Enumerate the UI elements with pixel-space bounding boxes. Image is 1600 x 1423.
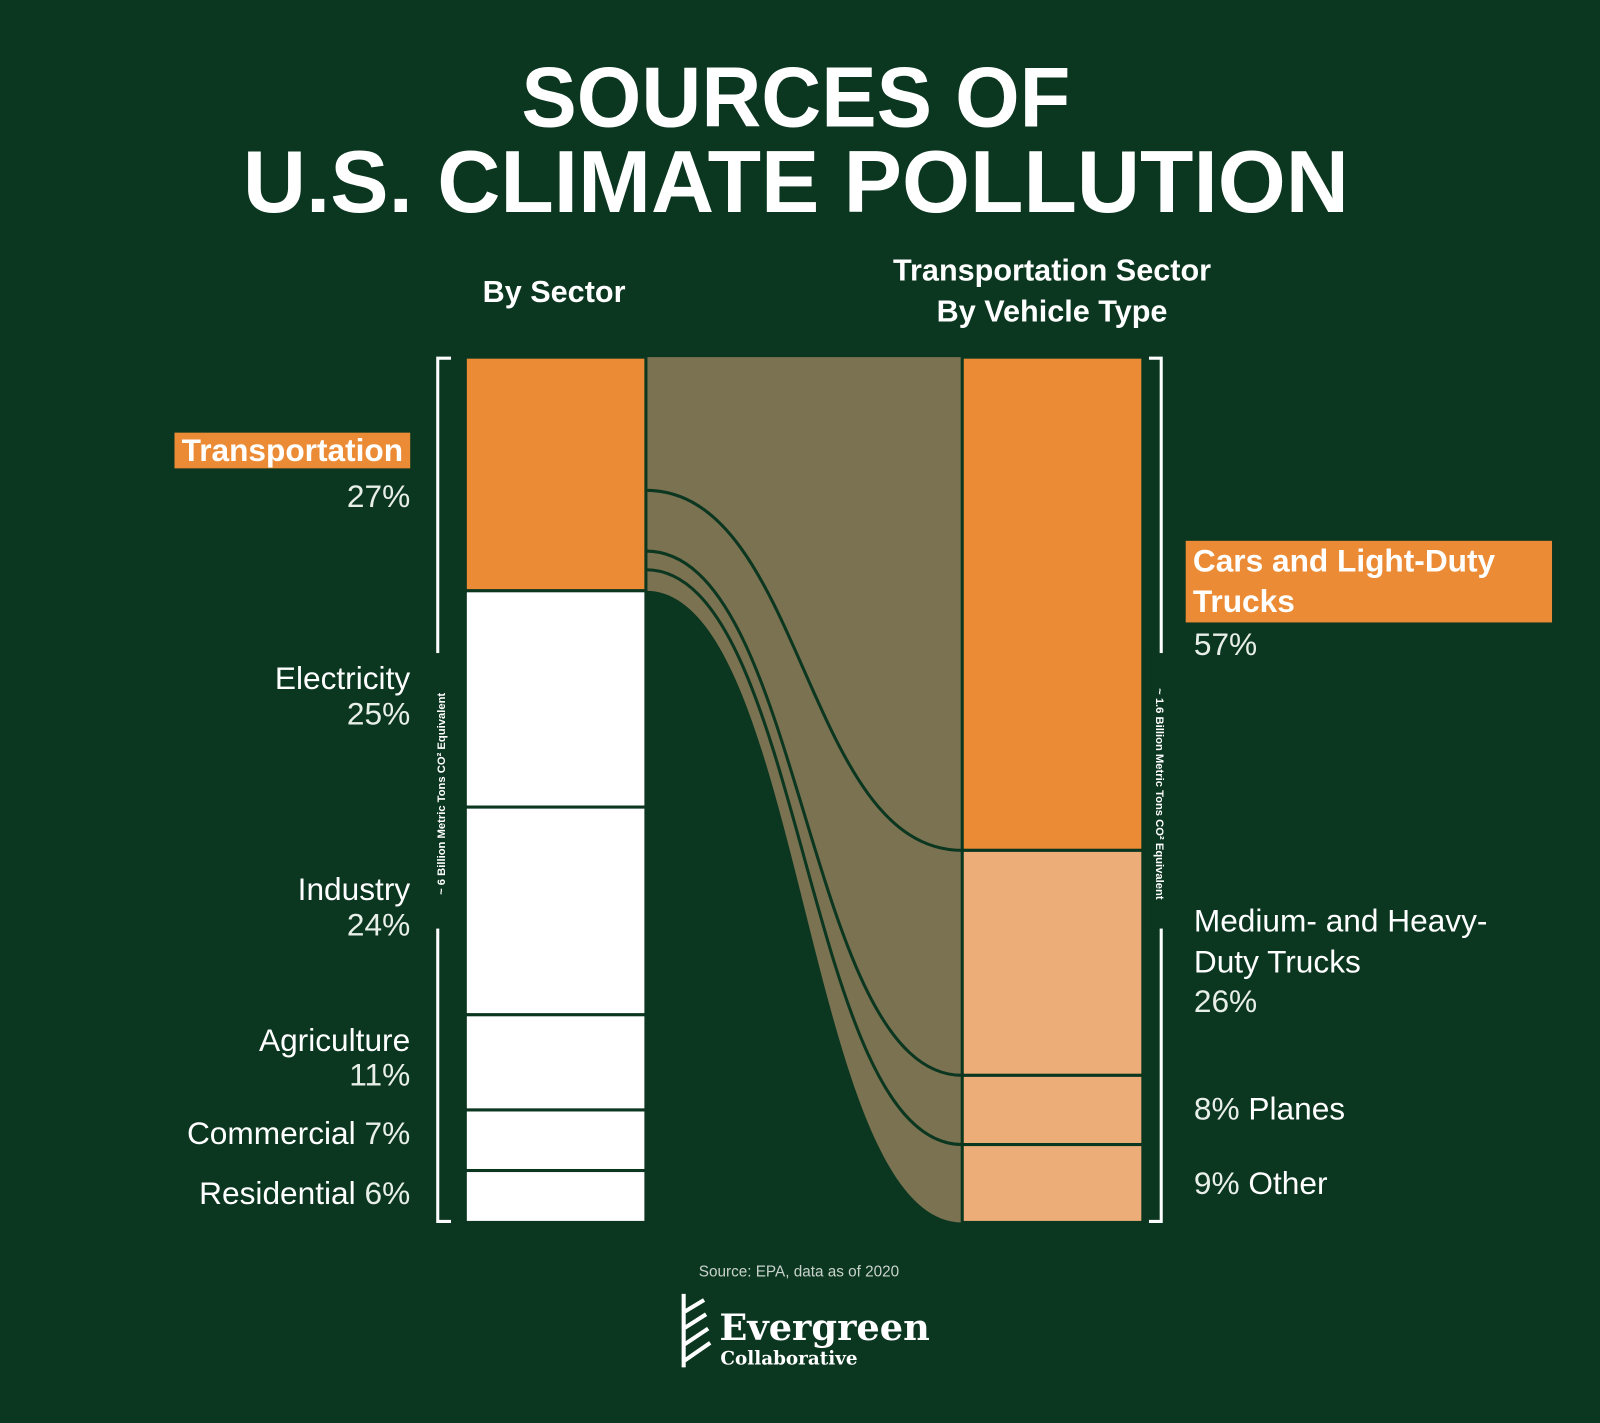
vehicle-value: 26% xyxy=(1193,983,1258,1020)
title-line: SOURCES OF xyxy=(521,50,1070,146)
vehicle-name: Other xyxy=(1248,1165,1328,1202)
sector-value: 25% xyxy=(346,695,411,732)
left-title: By Sector xyxy=(483,275,626,309)
source: Source: EPA, data as of 2020 xyxy=(699,1264,899,1281)
logo xyxy=(681,1293,712,1368)
sector-name: Industry xyxy=(297,871,411,908)
sector-label: Electricity xyxy=(275,659,410,698)
sector-value: 24% xyxy=(346,907,411,943)
bar-segment xyxy=(960,355,1145,852)
bar-segment xyxy=(463,1168,648,1224)
sector-value: 11% xyxy=(349,1057,411,1093)
flow-divider xyxy=(645,549,963,1077)
bar-segment xyxy=(463,1013,648,1112)
title-line: U.S. CLIMATE POLLUTION xyxy=(243,133,1349,231)
flow-divider xyxy=(645,488,963,852)
bar-segment xyxy=(463,355,648,593)
brand-sub: Collaborative xyxy=(720,1348,857,1369)
sector-name: Transportation xyxy=(174,432,411,469)
vehicle-name: Planes xyxy=(1248,1090,1346,1127)
bar-segment xyxy=(463,589,648,809)
brand-name: Evergreen xyxy=(719,1306,929,1349)
sector-value: 6% xyxy=(364,1175,411,1212)
bracket-gap xyxy=(428,653,449,929)
bar-segment xyxy=(960,1073,1145,1147)
vehicle-label: 9% Other xyxy=(1194,1164,1328,1203)
sector-label: Commercial 7% xyxy=(187,1114,410,1153)
flow-divider xyxy=(645,568,963,1147)
bracket-gap xyxy=(1151,653,1172,929)
sector-name: Electricity xyxy=(274,660,411,696)
bar-segment xyxy=(463,1108,648,1173)
flow xyxy=(645,357,963,1223)
vehicle-name: Cars and Light-Duty Trucks xyxy=(1185,540,1553,623)
bar-segment xyxy=(960,1143,1145,1224)
bar-segment xyxy=(960,848,1145,1077)
sector-label: Residential 6% xyxy=(199,1174,410,1213)
vehicle-value: 8% xyxy=(1193,1090,1240,1127)
sector-name: Agriculture xyxy=(258,1022,411,1059)
vehicle-label: 8% Planes xyxy=(1194,1090,1345,1129)
sector-value: 7% xyxy=(364,1115,411,1152)
right-title: Transportation Sector xyxy=(893,254,1211,288)
vehicle-value: 57% xyxy=(1193,626,1258,663)
bar-segment xyxy=(463,805,648,1017)
sector-label: Industry xyxy=(298,870,411,909)
sector-value: 27% xyxy=(346,478,411,515)
vehicle-value: 9% xyxy=(1193,1165,1240,1202)
right-title: By Vehicle Type xyxy=(937,294,1168,328)
axis-label: ~ 6 Billion Metric Tons CO² Equivalent xyxy=(436,693,448,895)
axis-label: ~ 1.6 Billion Metric Tons CO² Equivalent xyxy=(1153,688,1165,900)
sector-label: Agriculture xyxy=(259,1021,410,1060)
sector-label: Transportation xyxy=(174,432,411,471)
vehicle-name: Medium- and Heavy-Duty Trucks xyxy=(1193,903,1488,980)
sector-name: Commercial xyxy=(186,1115,356,1152)
sector-name: Residential xyxy=(199,1175,356,1212)
